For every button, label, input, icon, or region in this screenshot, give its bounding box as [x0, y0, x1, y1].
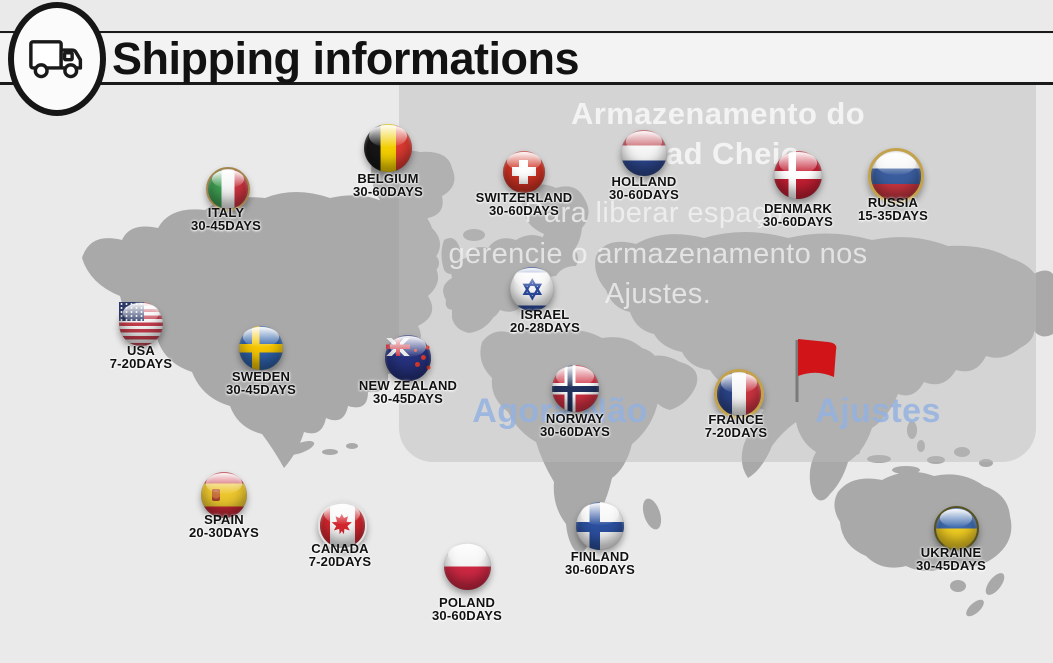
- southern-cross-stars: [413, 348, 417, 352]
- country-label: POLAND 30-60DAYS: [392, 596, 542, 622]
- union-jack-icon: [385, 337, 410, 357]
- country-days: 30-60DAYS: [432, 608, 502, 623]
- country-days: 15-35DAYS: [858, 208, 928, 223]
- country-name: NORWAY: [545, 411, 605, 426]
- country-days: 30-60DAYS: [489, 203, 559, 218]
- country-name: SWITZERLAND: [475, 190, 573, 205]
- ukraine-flag-icon: [933, 505, 979, 551]
- country-days: 30-60DAYS: [353, 184, 423, 199]
- country-label: SPAIN 20-30DAYS: [149, 513, 299, 539]
- country-name: RUSSIA: [867, 195, 919, 210]
- country-name: ISRAEL: [520, 307, 570, 322]
- country-label: NORWAY 30-60DAYS: [500, 412, 650, 438]
- country-name: USA: [126, 343, 156, 358]
- holland-flag-icon: [621, 130, 667, 176]
- country-name: FRANCE: [708, 412, 764, 427]
- country-label: BELGIUM 30-60DAYS: [313, 172, 463, 198]
- country-days: 7-20DAYS: [109, 356, 173, 371]
- country-days: 30-45DAYS: [191, 218, 261, 233]
- country-name: POLAND: [438, 595, 496, 610]
- country-days: 30-60DAYS: [565, 562, 635, 577]
- usa-flag-icon: [119, 302, 163, 346]
- country-days: 30-45DAYS: [226, 382, 296, 397]
- country-label: SWEDEN 30-45DAYS: [186, 370, 336, 396]
- switzerland-flag-icon: [503, 151, 545, 193]
- spain-flag-icon: [201, 472, 247, 518]
- belgium-flag-icon: [364, 124, 412, 172]
- page-title: Shipping informations: [112, 33, 579, 84]
- country-name: CANADA: [311, 541, 369, 556]
- country-label: NEW ZEALAND 30-45DAYS: [333, 379, 483, 405]
- israel-flag-icon: [510, 267, 554, 311]
- usa-canton: [119, 302, 144, 322]
- country-days: 30-60DAYS: [609, 187, 679, 202]
- country-label: CANADA 7-20DAYS: [265, 542, 415, 568]
- country-days: 30-60DAYS: [540, 424, 610, 439]
- country-days: 7-20DAYS: [308, 554, 372, 569]
- country-name: ITALY: [207, 205, 245, 220]
- country-days: 30-60DAYS: [763, 214, 833, 229]
- italy-flag-icon: [206, 167, 250, 211]
- country-name: UKRAINE: [920, 545, 982, 560]
- country-name: HOLLAND: [611, 174, 677, 189]
- country-days: 30-45DAYS: [373, 391, 443, 406]
- country-label: HOLLAND 30-60DAYS: [569, 175, 719, 201]
- country-label: RUSSIA 15-35DAYS: [818, 196, 968, 222]
- header-rule-bottom: [0, 82, 1053, 85]
- country-label: DENMARK 30-60DAYS: [723, 202, 873, 228]
- sweden-flag-icon: [239, 326, 283, 370]
- country-name: BELGIUM: [357, 171, 419, 186]
- country-label: USA 7-20DAYS: [66, 344, 216, 370]
- finland-flag-icon: [576, 502, 624, 550]
- truck-icon: [29, 40, 83, 79]
- country-label: FRANCE 7-20DAYS: [661, 413, 811, 439]
- country-days: 20-28DAYS: [510, 320, 580, 335]
- spain-coat-of-arms: [212, 488, 221, 502]
- country-name: NEW ZEALAND: [358, 378, 458, 393]
- canada-flag-icon: [317, 500, 367, 550]
- country-days: 7-20DAYS: [704, 425, 768, 440]
- country-days: 30-45DAYS: [916, 558, 986, 573]
- new-zealand-flag-icon: [385, 335, 431, 381]
- norway-flag-icon: [551, 364, 599, 412]
- poland-flag-icon: [443, 542, 491, 590]
- france-flag-icon: [714, 369, 764, 419]
- maple-leaf-icon: [331, 513, 353, 534]
- country-name: SWEDEN: [231, 369, 291, 384]
- country-label: SWITZERLAND 30-60DAYS: [449, 191, 599, 217]
- title-band: [0, 34, 1053, 82]
- country-name: DENMARK: [764, 201, 832, 216]
- truck-badge: [8, 2, 106, 116]
- russia-flag-icon: [868, 148, 924, 204]
- country-label: FINLAND 30-60DAYS: [525, 550, 675, 576]
- star-of-david-icon: [522, 277, 542, 301]
- country-name: FINLAND: [570, 549, 630, 564]
- country-label: UKRAINE 30-45DAYS: [876, 546, 1026, 572]
- header-rule-top: [0, 31, 1053, 33]
- country-label: ITALY 30-45DAYS: [151, 206, 301, 232]
- denmark-flag-icon: [774, 151, 822, 199]
- country-days: 20-30DAYS: [189, 525, 259, 540]
- country-name: SPAIN: [204, 512, 244, 527]
- country-label: ISRAEL 20-28DAYS: [470, 308, 620, 334]
